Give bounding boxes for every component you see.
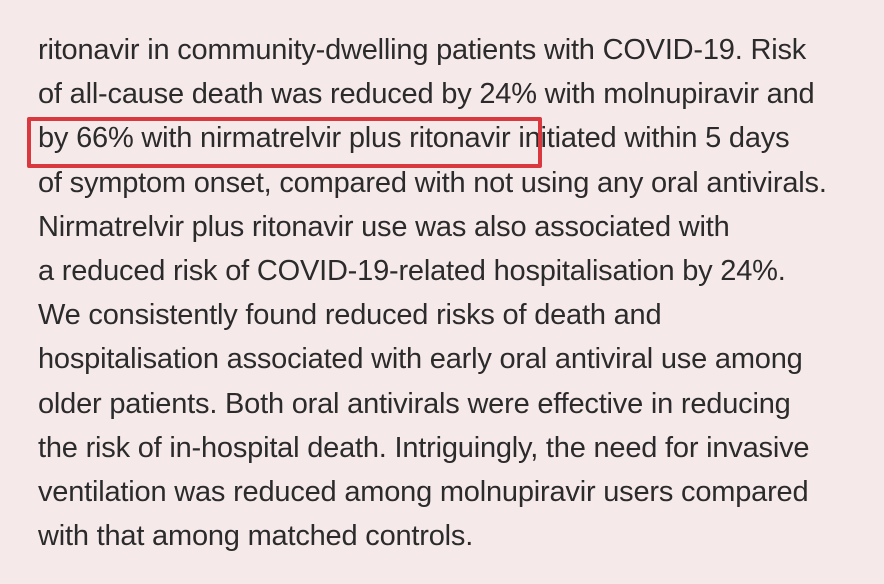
article-paragraph: ritonavir in community-dwelling patients… (38, 28, 878, 558)
text-line: ventilation was reduced among molnupirav… (38, 475, 809, 508)
text-line: ritonavir in community-dwelling patients… (38, 34, 807, 66)
text-line: with that among matched controls. (38, 520, 474, 553)
text-line: the risk of in-hospital death. Intriguin… (38, 431, 810, 464)
text-line: We consistently found reduced risks of d… (38, 299, 662, 332)
text-line: Nirmatrelvir plus ritonavir use was also… (38, 210, 730, 243)
text-line: older patients. Both oral antivirals wer… (38, 387, 791, 420)
text-line: of symptom onset, compared with not usin… (38, 166, 827, 199)
text-line: of all-cause death was reduced by 24% wi… (38, 78, 815, 111)
text-line: hospitalisation associated with early or… (38, 343, 803, 376)
text-line: by 66% with nirmatrelvir plus ritonavir … (38, 122, 790, 155)
text-line: a reduced risk of COVID-19-related hospi… (38, 254, 786, 287)
